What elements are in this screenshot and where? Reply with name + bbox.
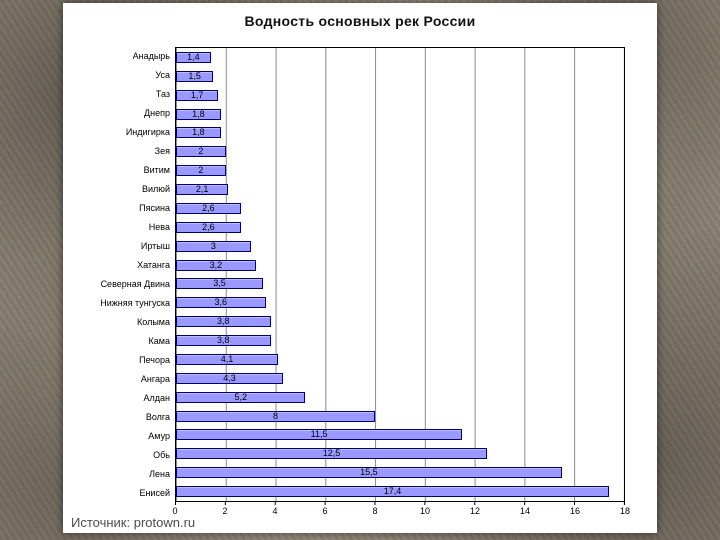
bar: 4,3 [176, 372, 284, 384]
bar-value-label: 17,4 [383, 486, 402, 497]
source-text: Источник: protown.ru [71, 515, 196, 530]
category-label: Вилюй [141, 184, 170, 195]
category-label: Обь [153, 449, 170, 460]
bar: 3,8 [176, 316, 271, 328]
bar: 2 [176, 165, 226, 177]
bar: 1,8 [176, 127, 221, 139]
bar: 5,2 [176, 391, 306, 403]
bar-value-label: 8 [273, 410, 279, 421]
y-axis-labels: Анадырь Уса Таз Днепр Индигирка Зея Витим Вилюй… [63, 47, 175, 502]
bar-value-label: 3,2 [209, 259, 223, 270]
category-label: Алдан [143, 392, 170, 403]
category-label: Днепр [144, 108, 170, 119]
bar-value-label: 11,5 [310, 429, 328, 440]
bar: 2,6 [176, 202, 241, 214]
slide: Водность основных рек России Анадырь Уса Т… [63, 3, 657, 533]
bar: 2,6 [176, 221, 241, 233]
bar: 3,2 [176, 259, 256, 271]
x-tick-label: 6 [322, 506, 328, 516]
x-tick-label: 8 [372, 506, 378, 516]
bar: 12,5 [176, 448, 488, 460]
bar: 3,6 [176, 297, 266, 309]
bar-value-label: 3,5 [213, 278, 226, 289]
bar-value-label: 2,6 [202, 202, 215, 213]
bar-value-label: 1,7 [190, 89, 204, 100]
bar-value-label: 2 [198, 165, 204, 176]
bar-value-label: 3 [210, 240, 216, 251]
bar-value-label: 2 [198, 146, 204, 157]
bar: 15,5 [176, 467, 562, 479]
chart-title: Водность основных рек России [244, 13, 476, 29]
bar-value-label: 1,5 [188, 70, 201, 81]
category-label: Лена [149, 468, 170, 479]
category-label: Хатанга [137, 260, 170, 271]
x-tick-label: 14 [519, 506, 531, 516]
bar: 2 [176, 146, 226, 158]
bar-value-label: 1,8 [192, 108, 205, 119]
category-label: Северная Двина [100, 278, 170, 289]
bar: 3,8 [176, 335, 271, 347]
bar: 3 [176, 240, 251, 252]
x-axis: 0 2 4 6 8 10 12 14 16 18 [172, 506, 630, 518]
category-label: Таз [155, 89, 170, 100]
category-label: Индигирка [125, 127, 170, 138]
bar: 1,5 [176, 70, 214, 82]
category-label: Анадырь [132, 51, 170, 62]
bar-value-label: 3,8 [217, 316, 230, 327]
x-tick-label: 10 [419, 506, 431, 516]
bar-value-label: 2,1 [195, 184, 209, 195]
category-label: Нева [148, 222, 170, 233]
bar-value-label: 1,4 [187, 51, 200, 62]
category-label: Амур [148, 430, 170, 441]
bar: 4,1 [176, 353, 279, 365]
category-label: Колыма [137, 316, 170, 327]
category-label: Витим [143, 165, 170, 176]
bar: 1,7 [176, 89, 219, 101]
x-tick-label: 18 [619, 506, 631, 516]
bar: 2,1 [176, 184, 229, 196]
bar-value-label: 1,8 [192, 127, 205, 138]
bar: 8 [176, 410, 376, 422]
bar-value-label: 3,8 [217, 335, 230, 346]
category-label: Уса [155, 70, 170, 81]
category-label: Енисей [139, 487, 170, 498]
x-tick-label: 12 [469, 506, 480, 516]
bar-value-label: 4,1 [220, 353, 234, 364]
category-label: Зея [154, 146, 170, 157]
bar: 3,5 [176, 278, 264, 290]
bar-value-label: 2,6 [202, 221, 215, 232]
category-label: Нижняя тунгуска [100, 297, 170, 308]
x-tick-label: 0 [172, 506, 178, 516]
category-label: Печора [139, 354, 170, 365]
bar-value-label: 5,2 [234, 391, 247, 402]
bar: 1,4 [176, 51, 211, 63]
x-tick-label: 4 [272, 506, 278, 516]
bar: 17,4 [176, 486, 610, 498]
bar: 11,5 [176, 429, 463, 441]
category-label: Волга [145, 411, 170, 422]
bar-value-label: 3,6 [214, 297, 228, 308]
bar-value-label: 12,5 [322, 448, 341, 459]
category-label: Иртыш [140, 241, 170, 252]
category-label: Пясина [139, 203, 170, 214]
x-tick-label: 2 [222, 506, 228, 516]
plot-area: 1,4 1,5 1,7 1,8 1,8 2 2 2,1 2,6 2,6 3 3,2 3,5 3,6 3,8 3… [175, 47, 625, 502]
bar-value-label: 15,5 [360, 467, 378, 478]
bar-value-label: 4,3 [223, 372, 236, 383]
x-tick-label: 16 [569, 506, 581, 516]
category-label: Ангара [140, 373, 170, 384]
x-axis-tick-marks [175, 502, 625, 505]
bar: 1,8 [176, 108, 221, 120]
category-label: Кама [148, 335, 170, 346]
